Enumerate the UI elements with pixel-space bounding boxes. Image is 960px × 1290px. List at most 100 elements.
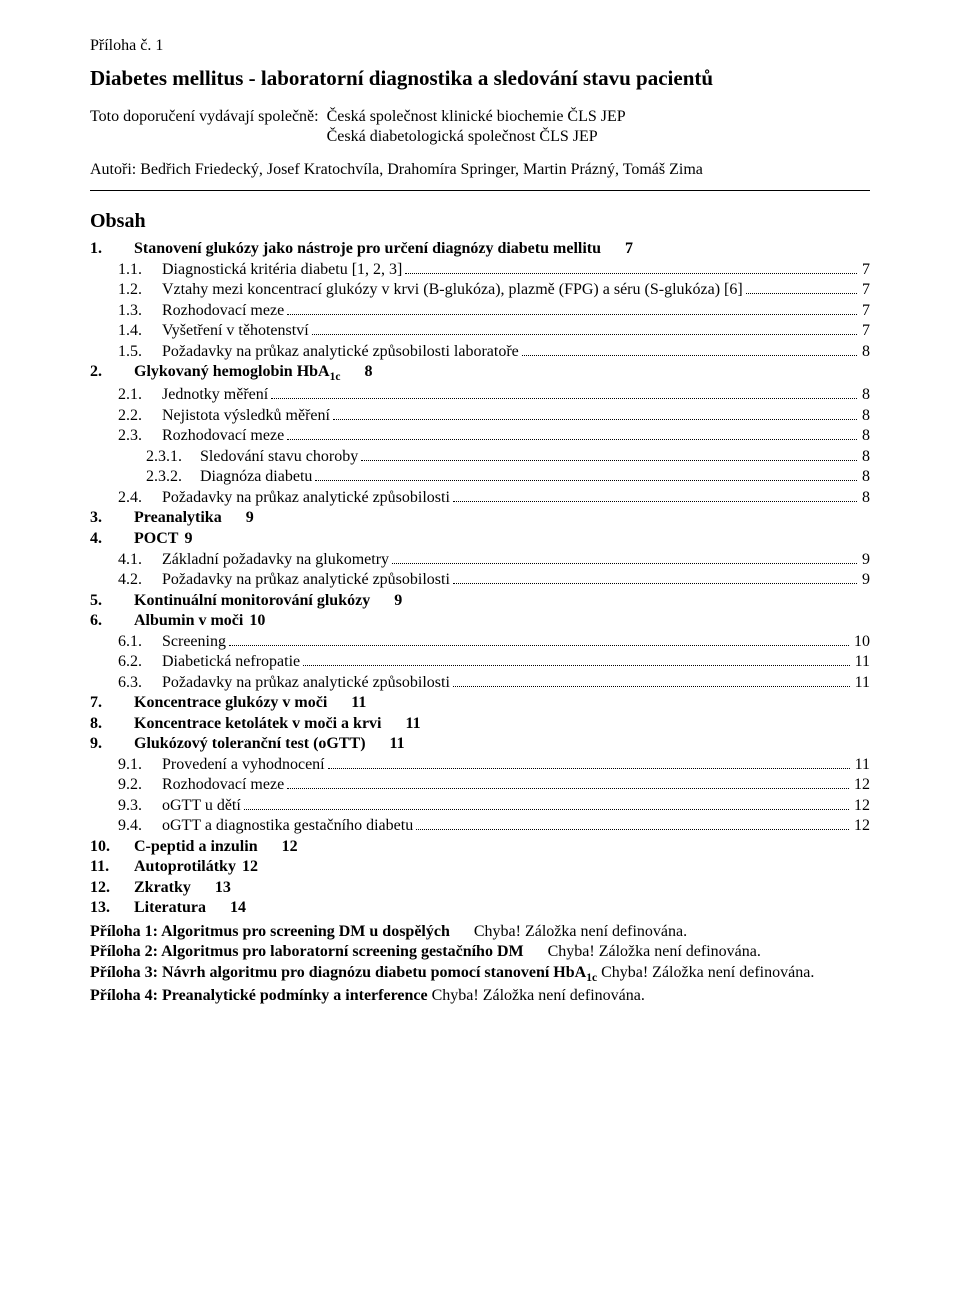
appendix-error: Chyba! Záložka není definována. [474, 923, 687, 940]
toc-label: Rozhodovací meze [162, 426, 284, 446]
toc-page: 7 [860, 321, 870, 341]
toc-label: Preanalytika [134, 508, 222, 528]
toc-row: 12.Zkratky13 [90, 878, 870, 898]
toc-label: Kontinuální monitorování glukózy [134, 591, 370, 611]
toc-page: 8 [860, 406, 870, 426]
toc-row: 3.Preanalytika9 [90, 508, 870, 528]
appendix-row: Příloha 3: Návrh algoritmu pro diagnózu … [90, 963, 870, 985]
toc-number: 10. [90, 837, 134, 857]
toc-number: 1.1. [118, 260, 162, 280]
toc-number: 2.3.1. [146, 447, 200, 467]
toc-number: 8. [90, 714, 134, 734]
toc-leader [287, 788, 849, 789]
toc-label: Diagnostická kritéria diabetu [1, 2, 3] [162, 260, 402, 280]
toc-row: 1.2.Vztahy mezi koncentrací glukózy v kr… [90, 280, 870, 300]
toc-number: 1.5. [118, 342, 162, 362]
toc-page: 9 [178, 529, 192, 549]
toc-page: 8 [860, 488, 870, 508]
toc-number: 3. [90, 508, 134, 528]
toc-number: 9.1. [118, 755, 162, 775]
toc-leader [453, 583, 857, 584]
toc-leader [405, 273, 857, 274]
toc-page: 10 [243, 611, 265, 631]
toc-page: 7 [860, 260, 870, 280]
issued-by-1: Česká společnost klinické biochemie ČLS … [327, 107, 626, 127]
toc-row: 2.Glykovaný hemoglobin HbA1c8 [90, 362, 870, 384]
toc-page: 12 [852, 816, 870, 836]
toc-page: 8 [860, 447, 870, 467]
toc-page: 7 [601, 239, 633, 259]
toc-row: 9.2.Rozhodovací meze12 [90, 775, 870, 795]
toc-number: 2.3. [118, 426, 162, 446]
toc-page: 12 [258, 837, 298, 857]
toc-row: 1.5.Požadavky na průkaz analytické způso… [90, 342, 870, 362]
toc-list: 1.Stanovení glukózy jako nástroje pro ur… [90, 239, 870, 918]
toc-page: 10 [852, 632, 870, 652]
toc-number: 6.2. [118, 652, 162, 672]
toc-row: 6.2.Diabetická nefropatie11 [90, 652, 870, 672]
toc-leader [416, 829, 849, 830]
toc-number: 7. [90, 693, 134, 713]
toc-label: Požadavky na průkaz analytické způsobilo… [162, 673, 450, 693]
toc-label: C-peptid a inzulin [134, 837, 258, 857]
toc-leader [333, 419, 857, 420]
toc-page: 12 [236, 857, 258, 877]
toc-number: 9.4. [118, 816, 162, 836]
appendix-error: Chyba! Záložka není definována. [548, 943, 761, 960]
toc-number: 1. [90, 239, 134, 259]
toc-number: 4.2. [118, 570, 162, 590]
toc-leader [328, 768, 850, 769]
toc-leader [312, 334, 857, 335]
toc-label: Stanovení glukózy jako nástroje pro urče… [134, 239, 601, 259]
issued-by-block: Toto doporučení vydávají společně: Česká… [90, 107, 870, 146]
toc-row: 6.3.Požadavky na průkaz analytické způso… [90, 673, 870, 693]
toc-page: 7 [860, 280, 870, 300]
toc-page: 8 [860, 385, 870, 405]
toc-label: Základní požadavky na glukometry [162, 550, 389, 570]
toc-label: Glykovaný hemoglobin HbA1c [134, 362, 340, 384]
toc-label: Vztahy mezi koncentrací glukózy v krvi (… [162, 280, 743, 300]
toc-leader [746, 293, 857, 294]
toc-row: 2.3.Rozhodovací meze8 [90, 426, 870, 446]
toc-label: Vyšetření v těhotenství [162, 321, 309, 341]
toc-page: 11 [382, 714, 421, 734]
appendix-row: Příloha 1: Algoritmus pro screening DM u… [90, 922, 870, 942]
toc-row: 4.1.Základní požadavky na glukometry9 [90, 550, 870, 570]
issued-label: Toto doporučení vydávají společně: [90, 107, 327, 146]
toc-number: 2.4. [118, 488, 162, 508]
toc-label: oGTT u dětí [162, 796, 241, 816]
toc-row: 1.1.Diagnostická kritéria diabetu [1, 2,… [90, 260, 870, 280]
toc-label: Požadavky na průkaz analytické způsobilo… [162, 342, 519, 362]
toc-row: 2.1.Jednotky měření8 [90, 385, 870, 405]
appendix-row: Příloha 2: Algoritmus pro laboratorní sc… [90, 942, 870, 962]
appendix-error: Chyba! Záložka není definována. [432, 987, 645, 1004]
toc-label: Autoprotilátky [134, 857, 236, 877]
toc-page: 12 [852, 775, 870, 795]
toc-leader [244, 809, 849, 810]
toc-number: 11. [90, 857, 134, 877]
toc-heading: Obsah [90, 209, 870, 233]
toc-row: 1.4.Vyšetření v těhotenství7 [90, 321, 870, 341]
toc-label: Screening [162, 632, 226, 652]
page-title: Diabetes mellitus - laboratorní diagnost… [90, 66, 870, 92]
appendix-row: Příloha 4: Preanalytické podmínky a inte… [90, 986, 870, 1006]
toc-leader [287, 439, 857, 440]
toc-row: 9.Glukózový toleranční test (oGTT)11 [90, 734, 870, 754]
toc-leader [453, 686, 850, 687]
authors-line: Autoři: Bedřich Friedecký, Josef Kratoch… [90, 160, 870, 180]
toc-number: 12. [90, 878, 134, 898]
toc-row: 11.Autoprotilátky12 [90, 857, 870, 877]
toc-page: 14 [206, 898, 246, 918]
toc-row: 10.C-peptid a inzulin12 [90, 837, 870, 857]
toc-row: 8.Koncentrace ketolátek v moči a krvi11 [90, 714, 870, 734]
toc-row: 5.Kontinuální monitorování glukózy9 [90, 591, 870, 611]
toc-page: 9 [860, 570, 870, 590]
toc-row: 9.1.Provedení a vyhodnocení11 [90, 755, 870, 775]
toc-label: Rozhodovací meze [162, 301, 284, 321]
toc-row: 2.2.Nejistota výsledků měření8 [90, 406, 870, 426]
toc-number: 9.2. [118, 775, 162, 795]
toc-row: 1.Stanovení glukózy jako nástroje pro ur… [90, 239, 870, 259]
toc-label: oGTT a diagnostika gestačního diabetu [162, 816, 413, 836]
toc-row: 4.POCT9 [90, 529, 870, 549]
toc-number: 9. [90, 734, 134, 754]
